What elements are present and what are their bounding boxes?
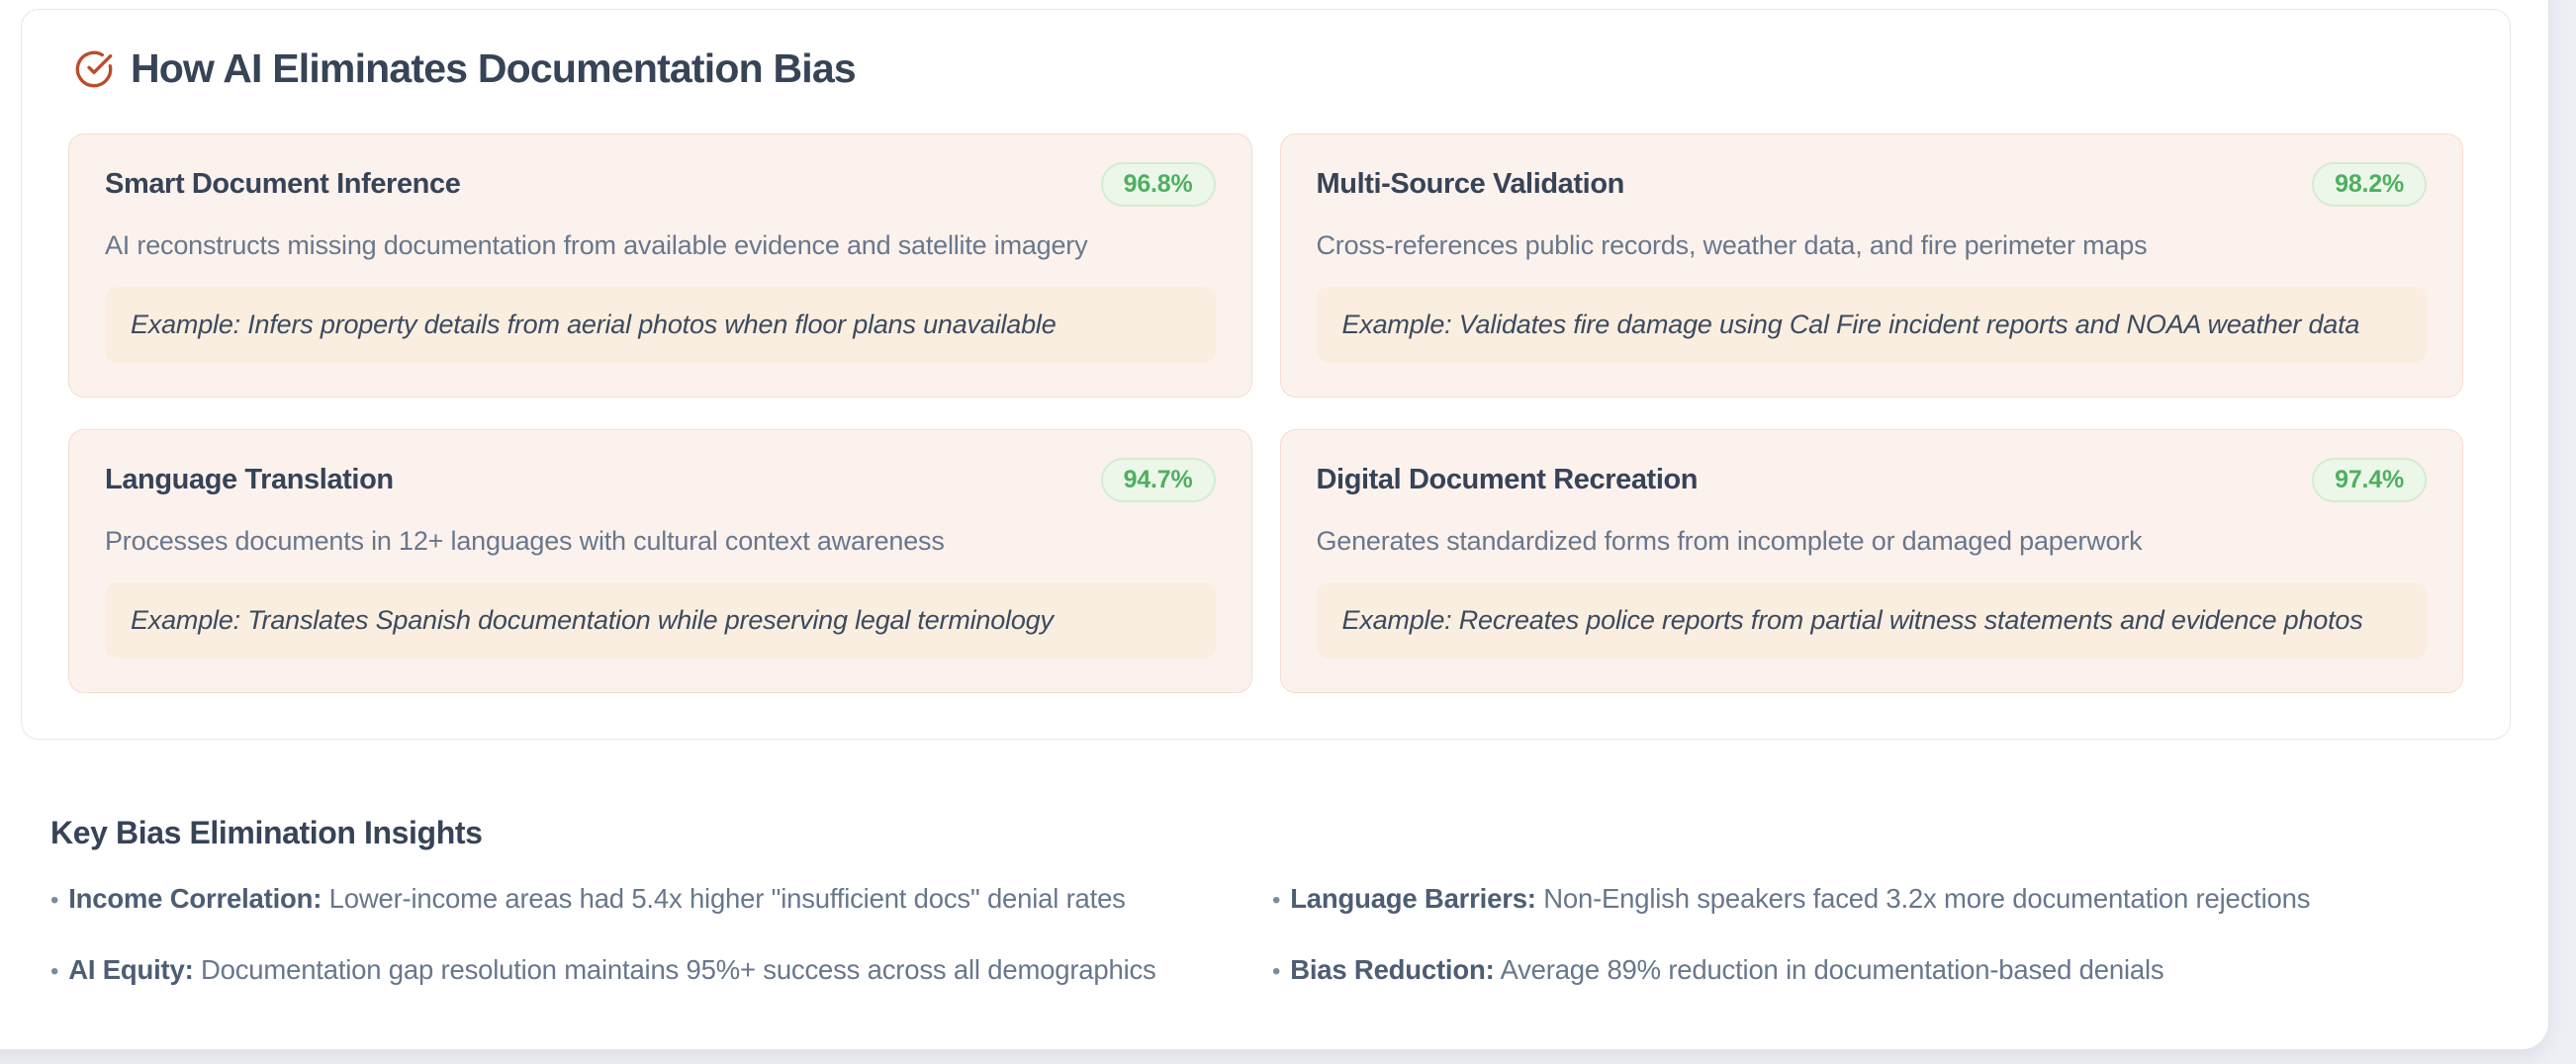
page-title: How AI Eliminates Documentation Bias <box>131 45 857 91</box>
method-example: Example: Recreates police reports from p… <box>1316 582 2427 659</box>
bullet-icon: • <box>50 887 59 914</box>
method-description: Generates standardized forms from incomp… <box>1316 526 2143 556</box>
content-panel: How AI Eliminates Documentation Bias Sma… <box>0 0 2549 1050</box>
method-card-multi-source-validation: Multi-Source Validation 98.2% Cross-refe… <box>1279 133 2463 398</box>
insight-text: Average 89% reduction in documentation-b… <box>1500 953 2164 985</box>
insight-item-ai-equity: • AI Equity: Documentation gap resolution… <box>50 952 1203 988</box>
bullet-icon: • <box>1272 887 1281 914</box>
check-circle-icon <box>75 50 113 87</box>
accuracy-badge: 96.8% <box>1100 162 1216 207</box>
method-description: Processes documents in 12+ languages wit… <box>105 526 945 556</box>
insight-item-income-correlation: • Income Correlation: Lower-income areas … <box>50 881 1203 917</box>
documentation-bias-section: How AI Eliminates Documentation Bias Sma… <box>21 9 2511 740</box>
insight-label: Language Barriers: <box>1290 883 1536 914</box>
method-title: Digital Document Recreation <box>1316 464 1699 495</box>
accuracy-badge: 94.7% <box>1100 458 1216 502</box>
method-title: Smart Document Inference <box>105 168 461 200</box>
accuracy-badge: 97.4% <box>2312 458 2427 502</box>
method-example: Example: Translates Spanish documentatio… <box>105 582 1216 659</box>
insight-text: Non-English speakers faced 3.2x more doc… <box>1543 883 2311 914</box>
insight-text: Lower-income areas had 5.4x higher "insu… <box>328 883 1126 914</box>
method-card-language-translation: Language Translation 94.7% Processes doc… <box>68 429 1252 693</box>
insight-label: AI Equity: <box>68 953 194 985</box>
method-card-digital-document-recreation: Digital Document Recreation 97.4% Genera… <box>1279 429 2463 693</box>
method-example: Example: Infers property details from ae… <box>105 287 1216 363</box>
method-title: Language Translation <box>105 464 394 495</box>
bullet-icon: • <box>1272 957 1281 985</box>
method-card-smart-document-inference: Smart Document Inference 96.8% AI recons… <box>68 133 1252 398</box>
bullet-icon: • <box>50 957 59 985</box>
accuracy-badge: 98.2% <box>2312 162 2427 207</box>
method-header: Digital Document Recreation 97.4% <box>1316 458 2427 502</box>
insight-label: Income Correlation: <box>68 883 322 914</box>
insights-heading: Key Bias Elimination Insights <box>50 815 483 850</box>
insight-label: Bias Reduction: <box>1290 953 1495 985</box>
insights-section: Key Bias Elimination Insights • Income Co… <box>50 815 2425 988</box>
insight-item-language-barriers: • Language Barriers: Non-English speakers… <box>1272 881 2425 917</box>
method-description: AI reconstructs missing documentation fr… <box>105 230 1088 260</box>
section-title-row: How AI Eliminates Documentation Bias <box>74 45 2463 92</box>
method-header: Smart Document Inference 96.8% <box>105 162 1216 207</box>
methods-grid: Smart Document Inference 96.8% AI recons… <box>68 133 2463 693</box>
insights-list: • Income Correlation: Lower-income areas … <box>50 881 2425 988</box>
insight-text: Documentation gap resolution maintains 9… <box>201 953 1156 985</box>
method-example: Example: Validates fire damage using Cal… <box>1316 287 2427 363</box>
method-header: Multi-Source Validation 98.2% <box>1316 162 2427 207</box>
method-description: Cross-references public records, weather… <box>1316 230 2148 260</box>
method-title: Multi-Source Validation <box>1316 168 1625 200</box>
insight-item-bias-reduction: • Bias Reduction: Average 89% reduction i… <box>1272 952 2425 988</box>
method-header: Language Translation 94.7% <box>105 458 1216 502</box>
